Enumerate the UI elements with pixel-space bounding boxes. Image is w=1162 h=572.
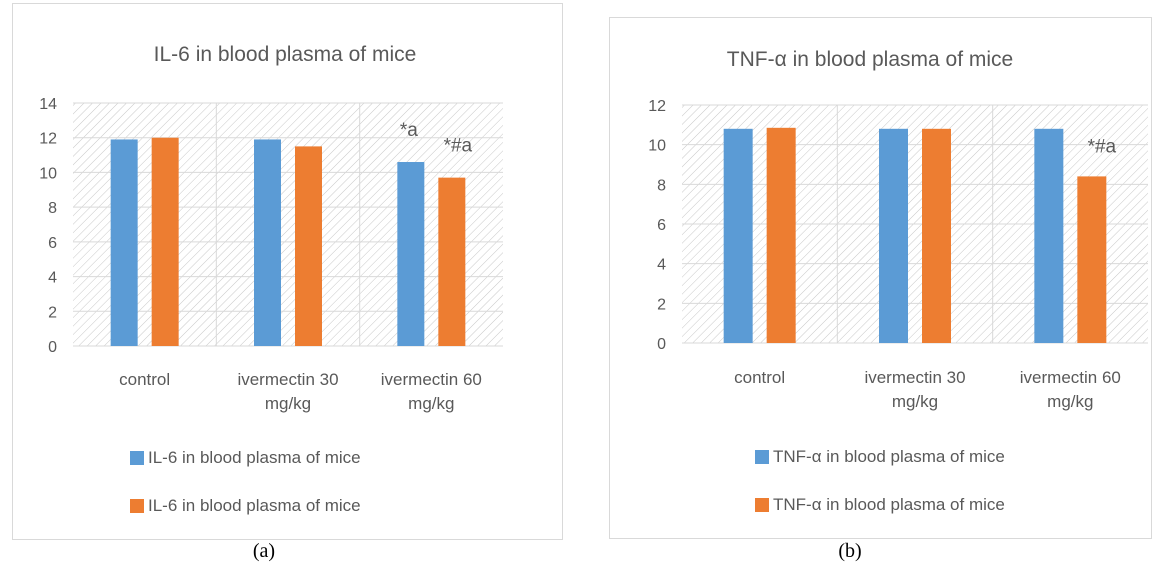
y-tick-label: 4 bbox=[48, 270, 57, 287]
legend-swatch-1 bbox=[755, 450, 769, 464]
y-tick-label: 6 bbox=[657, 217, 666, 234]
plot-background bbox=[73, 103, 503, 346]
bar-annotation: *#a bbox=[444, 136, 473, 157]
y-tick-label: 0 bbox=[657, 336, 666, 353]
chart-a-svg: IL-6 in blood plasma of mice 0 2 4 6 8 10 12 14 c… bbox=[39, 43, 503, 515]
y-tick-label: 10 bbox=[39, 165, 57, 182]
legend-label-1: IL-6 in blood plasma of mice bbox=[148, 448, 361, 467]
y-tick-label: 2 bbox=[48, 304, 57, 321]
bar-series1-1 bbox=[254, 139, 281, 346]
chart-title: IL-6 in blood plasma of mice bbox=[154, 43, 417, 66]
legend-swatch-2 bbox=[755, 498, 769, 512]
y-tick-label: 4 bbox=[657, 257, 666, 274]
panel-label-b: (b) bbox=[838, 540, 862, 562]
y-tick-label: 10 bbox=[648, 138, 666, 155]
bar-series2-2 bbox=[438, 177, 466, 346]
x-tick-label: control bbox=[119, 370, 170, 389]
y-tick-label: 2 bbox=[657, 296, 666, 313]
y-tick-label: 0 bbox=[48, 339, 57, 356]
x-tick-label: ivermectin 60 mg/kg bbox=[1020, 368, 1121, 411]
bar-series2-0 bbox=[151, 137, 179, 346]
bar-series1-1 bbox=[879, 128, 908, 343]
x-tick-label: control bbox=[734, 368, 785, 387]
x-tick-label: ivermectin 30 mg/kg bbox=[864, 368, 965, 411]
bar-annotation: *a bbox=[400, 120, 418, 141]
bar-series1-2 bbox=[397, 162, 425, 346]
bar-series1-2 bbox=[1034, 128, 1064, 343]
x-tick-label: ivermectin 60 mg/kg bbox=[381, 370, 482, 413]
chart-panel-a: IL-6 in blood plasma of mice 0 2 4 6 8 10 12 14 c… bbox=[12, 3, 563, 540]
y-tick-label: 8 bbox=[657, 177, 666, 194]
bar-series1-0 bbox=[723, 128, 753, 343]
bar-series1-0 bbox=[110, 139, 138, 346]
y-tick-label: 14 bbox=[39, 96, 57, 113]
chart-b-svg: TNF-α in blood plasma of mice 0 2 4 6 8 10 12 co… bbox=[648, 48, 1148, 514]
legend-label-1: TNF-α in blood plasma of mice bbox=[773, 447, 1005, 466]
bar-series2-0 bbox=[766, 127, 796, 343]
legend-swatch-1 bbox=[130, 451, 144, 465]
legend-label-2: TNF-α in blood plasma of mice bbox=[773, 495, 1005, 514]
bar-series2-2 bbox=[1077, 176, 1107, 343]
bar-series2-1 bbox=[922, 128, 951, 343]
legend-label-2: IL-6 in blood plasma of mice bbox=[148, 496, 361, 515]
chart-title: TNF-α in blood plasma of mice bbox=[727, 48, 1013, 71]
y-tick-label: 6 bbox=[48, 235, 57, 252]
y-tick-label: 12 bbox=[648, 98, 666, 115]
panel-label-a: (a) bbox=[252, 540, 276, 562]
y-tick-label: 8 bbox=[48, 200, 57, 217]
y-tick-label: 12 bbox=[39, 131, 57, 148]
bar-annotation: *#a bbox=[1088, 136, 1117, 157]
chart-panel-b: TNF-α in blood plasma of mice 0 2 4 6 8 10 12 co… bbox=[609, 17, 1152, 539]
bar-series2-1 bbox=[295, 146, 322, 346]
legend-swatch-2 bbox=[130, 499, 144, 513]
x-tick-label: ivermectin 30 mg/kg bbox=[237, 370, 338, 413]
